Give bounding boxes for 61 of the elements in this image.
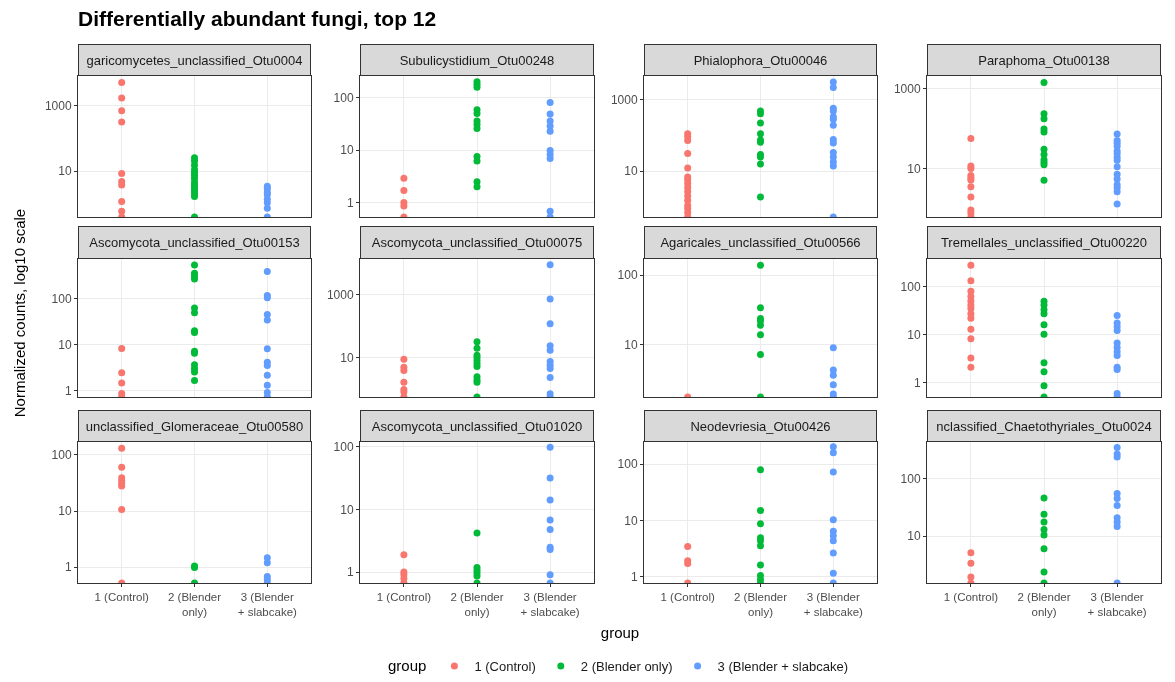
- y-tick-label: 10: [58, 338, 72, 353]
- y-tick-label: 1000: [44, 99, 72, 114]
- y-tick-label: 10: [340, 350, 354, 365]
- x-tick-label: 2 (Blender only): [167, 590, 222, 618]
- x-tick-label: 3 (Blender + slabcake): [1087, 590, 1147, 618]
- y-tick-label: 10: [340, 502, 354, 517]
- x-tick-label: 1 (Control): [943, 590, 999, 603]
- y-tick-label: 10: [624, 513, 638, 528]
- y-tick-label: 1: [346, 195, 354, 210]
- y-tick-label: 100: [51, 448, 72, 463]
- x-tick-label: 2 (Blender only): [450, 590, 504, 618]
- x-tick-label: 2 (Blender only): [1017, 590, 1071, 618]
- y-tick-label: 1000: [326, 287, 354, 302]
- chart-title: Ascomycota_unclassified_Otu00075: [371, 235, 583, 251]
- chart-title: Tremellales_unclassified_Otu00220: [940, 235, 1148, 251]
- x-tick-label: 3 (Blender + slabcake): [520, 590, 580, 618]
- x-tick-label: 2 (Blender only): [733, 590, 788, 618]
- y-tick-label: 100: [333, 90, 354, 105]
- chart-title: unclassified_Glomeraceae_Otu00580: [85, 418, 304, 434]
- chart-title: Paraphoma_Otu00138: [978, 52, 1110, 68]
- chart-title: Subulicystidium_Otu00248: [399, 52, 555, 68]
- y-tick-label: 100: [51, 292, 72, 307]
- y-tick-label: 10: [58, 164, 72, 179]
- y-tick-label: 1000: [610, 92, 638, 107]
- x-tick-label: 1 (Control): [94, 590, 150, 603]
- chart-title: Neodevriesia_Otu00426: [690, 418, 831, 434]
- chart-title: nclassified_Chaetothyriales_Otu0024: [936, 418, 1152, 434]
- y-tick-label: 1: [64, 384, 72, 399]
- legend-label: 2 (Blender only): [580, 659, 673, 675]
- chart-title: Ascomycota_unclassified_Otu01020: [371, 418, 583, 434]
- y-tick-label: 10: [907, 327, 921, 342]
- legend-title: group: [388, 656, 427, 674]
- y-tick-label: 10: [58, 504, 72, 519]
- x-tick-label: 3 (Blender + slabcake): [803, 590, 864, 618]
- y-tick-label: 1: [913, 376, 921, 391]
- y-tick-label: 1000: [893, 82, 921, 97]
- y-tick-label: 1: [64, 560, 72, 575]
- legend-label: 3 (Blender + slabcake): [717, 659, 849, 675]
- chart-title: Ascomycota_unclassified_Otu00153: [89, 235, 300, 251]
- chart-title: Phialophora_Otu00046: [693, 52, 828, 68]
- y-tick-label: 100: [333, 440, 354, 455]
- y-tick-label: 1: [346, 565, 354, 580]
- y-tick-label: 10: [340, 143, 354, 158]
- y-tick-label: 10: [907, 162, 921, 177]
- text: Differentially abundant fungi, top 12: [78, 7, 437, 31]
- y-tick-label: 100: [617, 268, 638, 283]
- y-tick-label: 10: [907, 529, 921, 544]
- y-tick-label: 1: [630, 569, 638, 584]
- chart-title: Agaricales_unclassified_Otu00566: [660, 235, 861, 251]
- y-tick-label: 100: [900, 471, 921, 486]
- y-tick-label: 10: [624, 164, 638, 179]
- x-tick-label: 1 (Control): [376, 590, 432, 603]
- legend-label: 1 (Control): [474, 659, 536, 675]
- x-tick-label: 1 (Control): [660, 590, 716, 603]
- y-tick-label: 100: [900, 279, 921, 294]
- text: group: [600, 623, 640, 641]
- x-tick-label: 3 (Blender + slabcake): [237, 590, 298, 618]
- y-tick-label: 100: [617, 457, 638, 472]
- chart-title: garicomycetes_unclassified_Otu0004: [86, 52, 303, 68]
- text: Normalized counts, log10 scale: [10, 208, 28, 418]
- y-tick-label: 10: [624, 338, 638, 353]
